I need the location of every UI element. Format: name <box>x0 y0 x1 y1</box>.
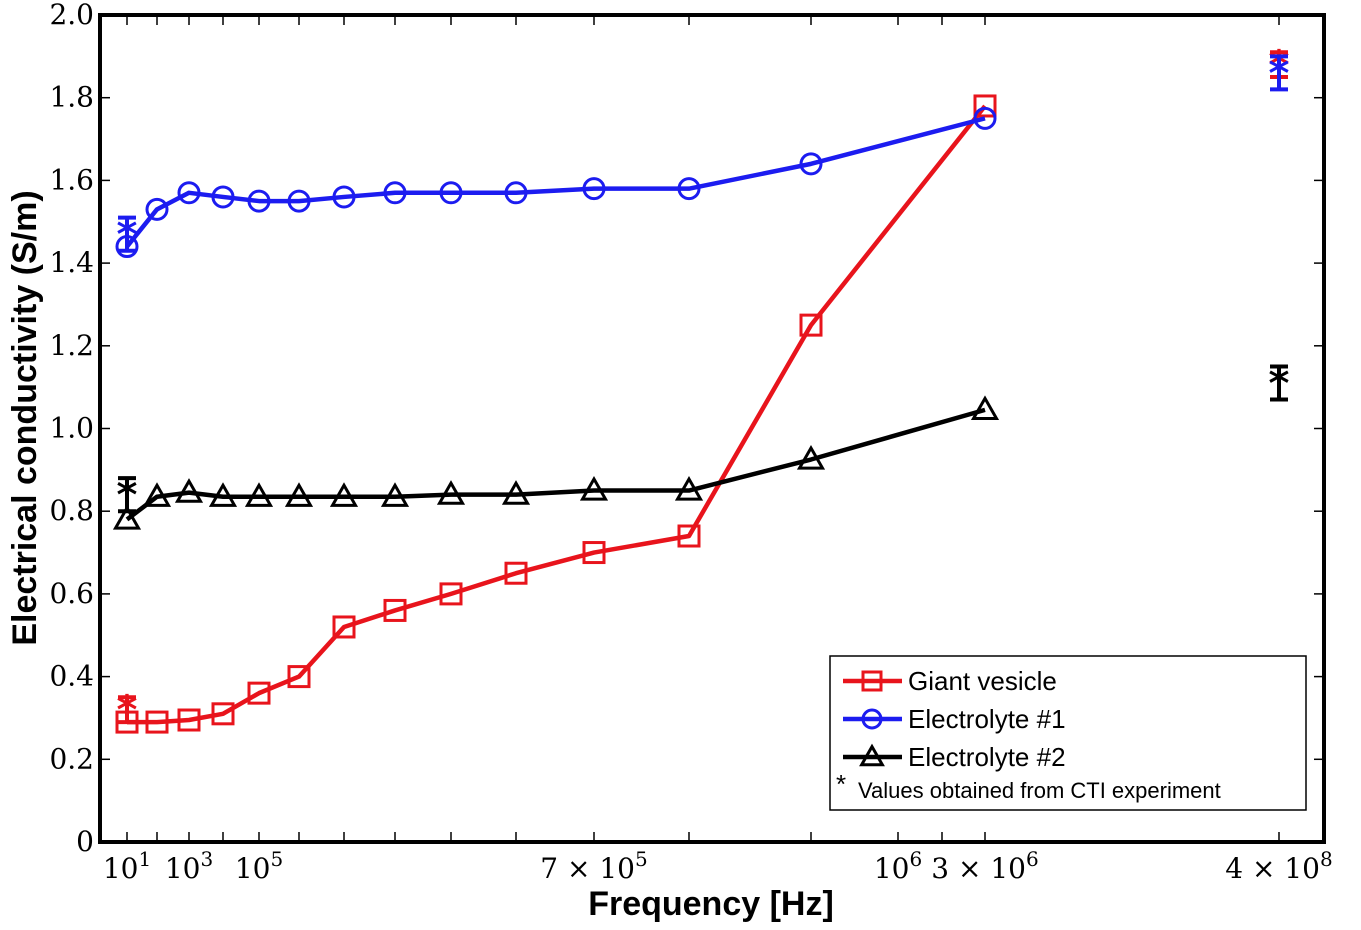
series-line <box>125 116 986 248</box>
x-tick-label: 3 × 106 <box>931 847 1038 885</box>
y-tick-label: 0 <box>76 825 94 858</box>
x-tick-label: 4 × 108 <box>1225 847 1332 885</box>
x-tick-label: 106 <box>874 847 922 885</box>
x-axis-title: Frequency [Hz] <box>588 885 834 923</box>
y-tick-label: 0.6 <box>49 577 94 610</box>
data-point <box>970 395 1000 421</box>
data-point <box>383 181 407 205</box>
series-line <box>127 104 987 725</box>
x-tick-label: 101 <box>103 847 151 885</box>
y-tick-labels: 0 0.2 0.4 0.6 0.8 1.0 1.2 1.4 1.6 1.8 2.0 <box>49 0 94 858</box>
cti-star: * <box>117 473 138 519</box>
data-point <box>436 480 466 505</box>
y-axis-title: Electrical conductivity (S/m) <box>6 190 44 645</box>
legend-marker <box>861 670 883 692</box>
data-point <box>211 185 235 209</box>
data-point <box>177 708 201 732</box>
series-layer <box>112 94 1000 734</box>
legend-label: Electrolyte #2 <box>908 742 1066 772</box>
data-point <box>287 189 311 213</box>
data-point <box>287 665 311 689</box>
data-point <box>380 482 410 507</box>
data-point <box>142 482 172 507</box>
data-point <box>332 615 356 639</box>
data-point <box>799 152 823 176</box>
legend-note-text: Values obtained from CTI experiment <box>858 778 1221 803</box>
y-tick-label: 0.8 <box>49 494 94 527</box>
data-point <box>582 541 606 565</box>
data-point <box>796 444 826 470</box>
data-point <box>244 482 274 507</box>
data-point <box>284 482 314 507</box>
legend-marker <box>861 708 883 730</box>
data-point <box>332 185 356 209</box>
data-point <box>145 197 169 221</box>
data-point <box>973 106 997 130</box>
data-point <box>211 702 235 726</box>
x-tick-label: 103 <box>165 847 213 885</box>
y-tick-label: 0.4 <box>49 660 94 693</box>
legend-note-star: * <box>836 769 846 799</box>
data-point <box>439 582 463 606</box>
data-point <box>247 681 271 705</box>
data-point <box>247 189 271 213</box>
data-point <box>504 181 528 205</box>
data-point <box>677 524 701 548</box>
data-point <box>177 181 201 205</box>
data-point <box>439 181 463 205</box>
data-point <box>579 476 609 501</box>
x-tick-labels: 101 103 105 7 × 105 106 3 × 106 4 × 108 <box>103 847 1333 885</box>
data-point <box>329 482 359 507</box>
data-point <box>112 504 142 530</box>
x-tick-label: 105 <box>235 847 283 885</box>
y-tick-label: 1.6 <box>49 163 94 196</box>
legend-label: Giant vesicle <box>908 666 1057 696</box>
data-point <box>504 561 528 585</box>
data-point <box>174 478 204 503</box>
series-line <box>125 407 986 522</box>
plot-frame <box>98 13 1326 844</box>
legend-box <box>829 655 1307 811</box>
legend-label: Electrolyte #1 <box>908 704 1066 734</box>
cti-star: * <box>1269 51 1290 97</box>
y-tick-label: 1.0 <box>49 412 94 445</box>
y-tick-label: 2.0 <box>49 0 94 31</box>
y-tick-label: 1.4 <box>49 246 94 279</box>
x-tick-label: 7 × 105 <box>540 847 647 885</box>
data-point <box>677 177 701 201</box>
y-tick-label: 1.2 <box>49 329 94 362</box>
data-point <box>799 313 823 337</box>
data-point <box>383 598 407 622</box>
cti-star: * <box>1269 361 1290 407</box>
data-point <box>145 710 169 734</box>
data-point <box>973 94 997 118</box>
data-point <box>582 177 606 201</box>
legend-entries: Giant vesicle Electrolyte #1 Electrolyte #… <box>843 666 1066 772</box>
data-point <box>208 482 238 507</box>
legend-marker <box>859 743 885 767</box>
y-tick-label: 1.8 <box>49 81 94 114</box>
legend: Giant vesicle Electrolyte #1 Electrolyte #… <box>829 655 1307 811</box>
y-tick-label: 0.2 <box>49 742 94 775</box>
cti-points: ****** <box>117 43 1290 734</box>
cti-star: * <box>117 212 138 258</box>
cti-star: * <box>117 688 138 734</box>
data-point <box>501 480 531 505</box>
data-point <box>674 476 704 501</box>
